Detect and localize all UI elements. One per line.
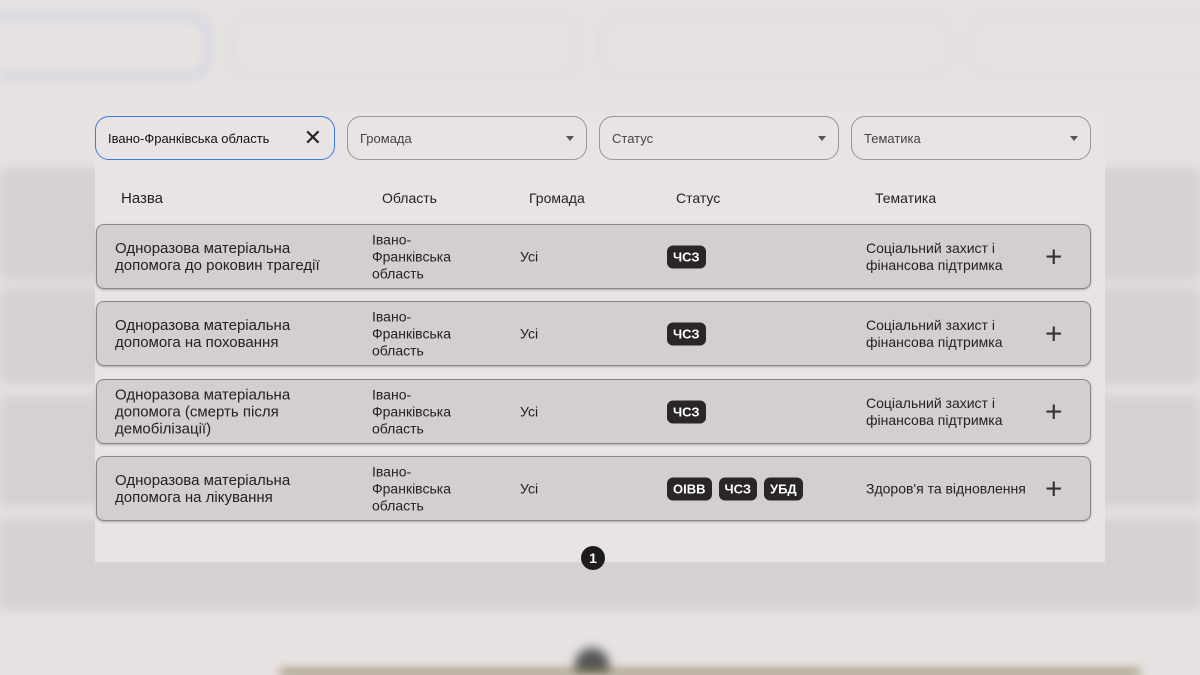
status-badge: ЧСЗ: [718, 477, 757, 500]
status-badge: ЧСЗ: [667, 245, 706, 268]
service-community: Усі: [520, 480, 539, 496]
service-name: Одноразова матеріальна допомога на лікув…: [115, 471, 291, 506]
expand-plus-icon[interactable]: +: [1045, 317, 1063, 350]
status-badge: ОІВВ: [667, 477, 712, 500]
service-topic: Здоров'я та відновлення: [866, 480, 1026, 496]
page-1-button[interactable]: 1: [581, 546, 605, 570]
expand-plus-icon[interactable]: +: [1045, 472, 1063, 505]
topic-filter-label: Тематика: [864, 130, 921, 146]
topic-filter[interactable]: Тематика: [851, 116, 1091, 160]
status-badge: ЧСЗ: [667, 322, 706, 345]
service-community: Усі: [520, 403, 539, 419]
caret-down-icon: [1070, 135, 1078, 141]
table-row[interactable]: Одноразова матеріальна допомога до роков…: [96, 224, 1091, 289]
header-status: Статус: [676, 190, 721, 206]
community-filter[interactable]: Громада: [347, 116, 587, 160]
status-badges: ЧСЗ: [667, 245, 706, 268]
service-region: Івано-Франківська область: [372, 231, 451, 281]
status-badge: ЧСЗ: [667, 400, 706, 423]
service-community: Усі: [520, 248, 539, 264]
service-topic: Соціальний захист і фінансова підтримка: [866, 316, 1003, 350]
status-filter[interactable]: Статус: [599, 116, 839, 160]
expand-plus-icon[interactable]: +: [1045, 240, 1063, 273]
service-name: Одноразова матеріальна допомога до роков…: [115, 239, 320, 274]
table-row[interactable]: Одноразова матеріальна допомога на похов…: [96, 301, 1091, 366]
community-filter-label: Громада: [360, 130, 412, 146]
region-filter-value: Івано-Франківська область: [108, 130, 270, 146]
services-panel: Івано-Франківська область ✕ Громада Стат…: [95, 110, 1105, 570]
service-topic: Соціальний захист і фінансова підтримка: [866, 394, 1003, 428]
service-region: Івано-Франківська область: [372, 463, 451, 513]
status-badges: ЧСЗ: [667, 400, 706, 423]
service-name: Одноразова матеріальна допомога (смерть …: [115, 386, 291, 437]
header-community: Громада: [529, 190, 585, 206]
header-region: Область: [382, 190, 437, 206]
service-region: Івано-Франківська область: [372, 386, 451, 436]
status-badges: ЧСЗ: [667, 322, 706, 345]
caret-down-icon: [818, 135, 826, 141]
expand-plus-icon[interactable]: +: [1045, 395, 1063, 428]
table-row[interactable]: Одноразова матеріальна допомога (смерть …: [96, 379, 1091, 444]
header-name: Назва: [121, 190, 164, 207]
caret-down-icon: [566, 135, 574, 141]
header-topic: Тематика: [875, 190, 937, 206]
region-filter[interactable]: Івано-Франківська область ✕: [95, 116, 335, 160]
status-badge: УБД: [764, 477, 803, 500]
table-row[interactable]: Одноразова матеріальна допомога на лікув…: [96, 456, 1091, 521]
status-badges: ОІВВ ЧСЗ УБД: [667, 477, 803, 500]
service-region: Івано-Франківська область: [372, 308, 451, 358]
service-community: Усі: [520, 325, 539, 341]
status-filter-label: Статус: [612, 130, 654, 146]
service-topic: Соціальний захист і фінансова підтримка: [866, 239, 1003, 273]
clear-icon[interactable]: ✕: [303, 125, 322, 150]
service-name: Одноразова матеріальна допомога на похов…: [115, 316, 291, 351]
